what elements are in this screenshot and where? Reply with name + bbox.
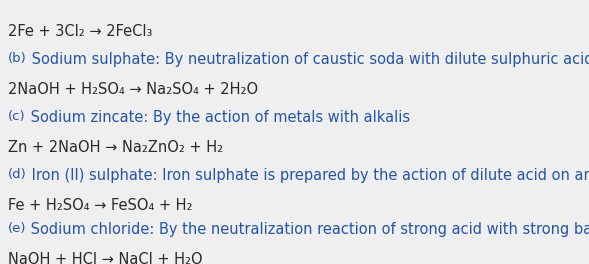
Text: Sodium sulphate: By neutralization of caustic soda with dilute sulphuric acid: Sodium sulphate: By neutralization of ca… [27,52,589,67]
Text: (d): (d) [8,168,27,181]
Text: 2Fe + 3Cl₂ → 2FeCl₃: 2Fe + 3Cl₂ → 2FeCl₃ [8,24,153,39]
Text: Sodium zincate: By the action of metals with alkalis: Sodium zincate: By the action of metals … [26,110,410,125]
Text: Iron (II) sulphate: Iron sulphate is prepared by the action of dilute acid on an: Iron (II) sulphate: Iron sulphate is pre… [27,168,589,183]
Text: (c): (c) [8,110,26,123]
Text: Fe + H₂SO₄ → FeSO₄ + H₂: Fe + H₂SO₄ → FeSO₄ + H₂ [8,198,193,213]
Text: 2NaOH + H₂SO₄ → Na₂SO₄ + 2H₂O: 2NaOH + H₂SO₄ → Na₂SO₄ + 2H₂O [8,82,258,97]
Text: (b): (b) [8,52,27,65]
Text: Sodium chloride: By the neutralization reaction of strong acid with strong base: Sodium chloride: By the neutralization r… [27,222,589,237]
Text: NaOH + HCl → NaCl + H₂O: NaOH + HCl → NaCl + H₂O [8,252,203,264]
Text: (e): (e) [8,222,27,235]
Text: Zn + 2NaOH → Na₂ZnO₂ + H₂: Zn + 2NaOH → Na₂ZnO₂ + H₂ [8,140,223,155]
